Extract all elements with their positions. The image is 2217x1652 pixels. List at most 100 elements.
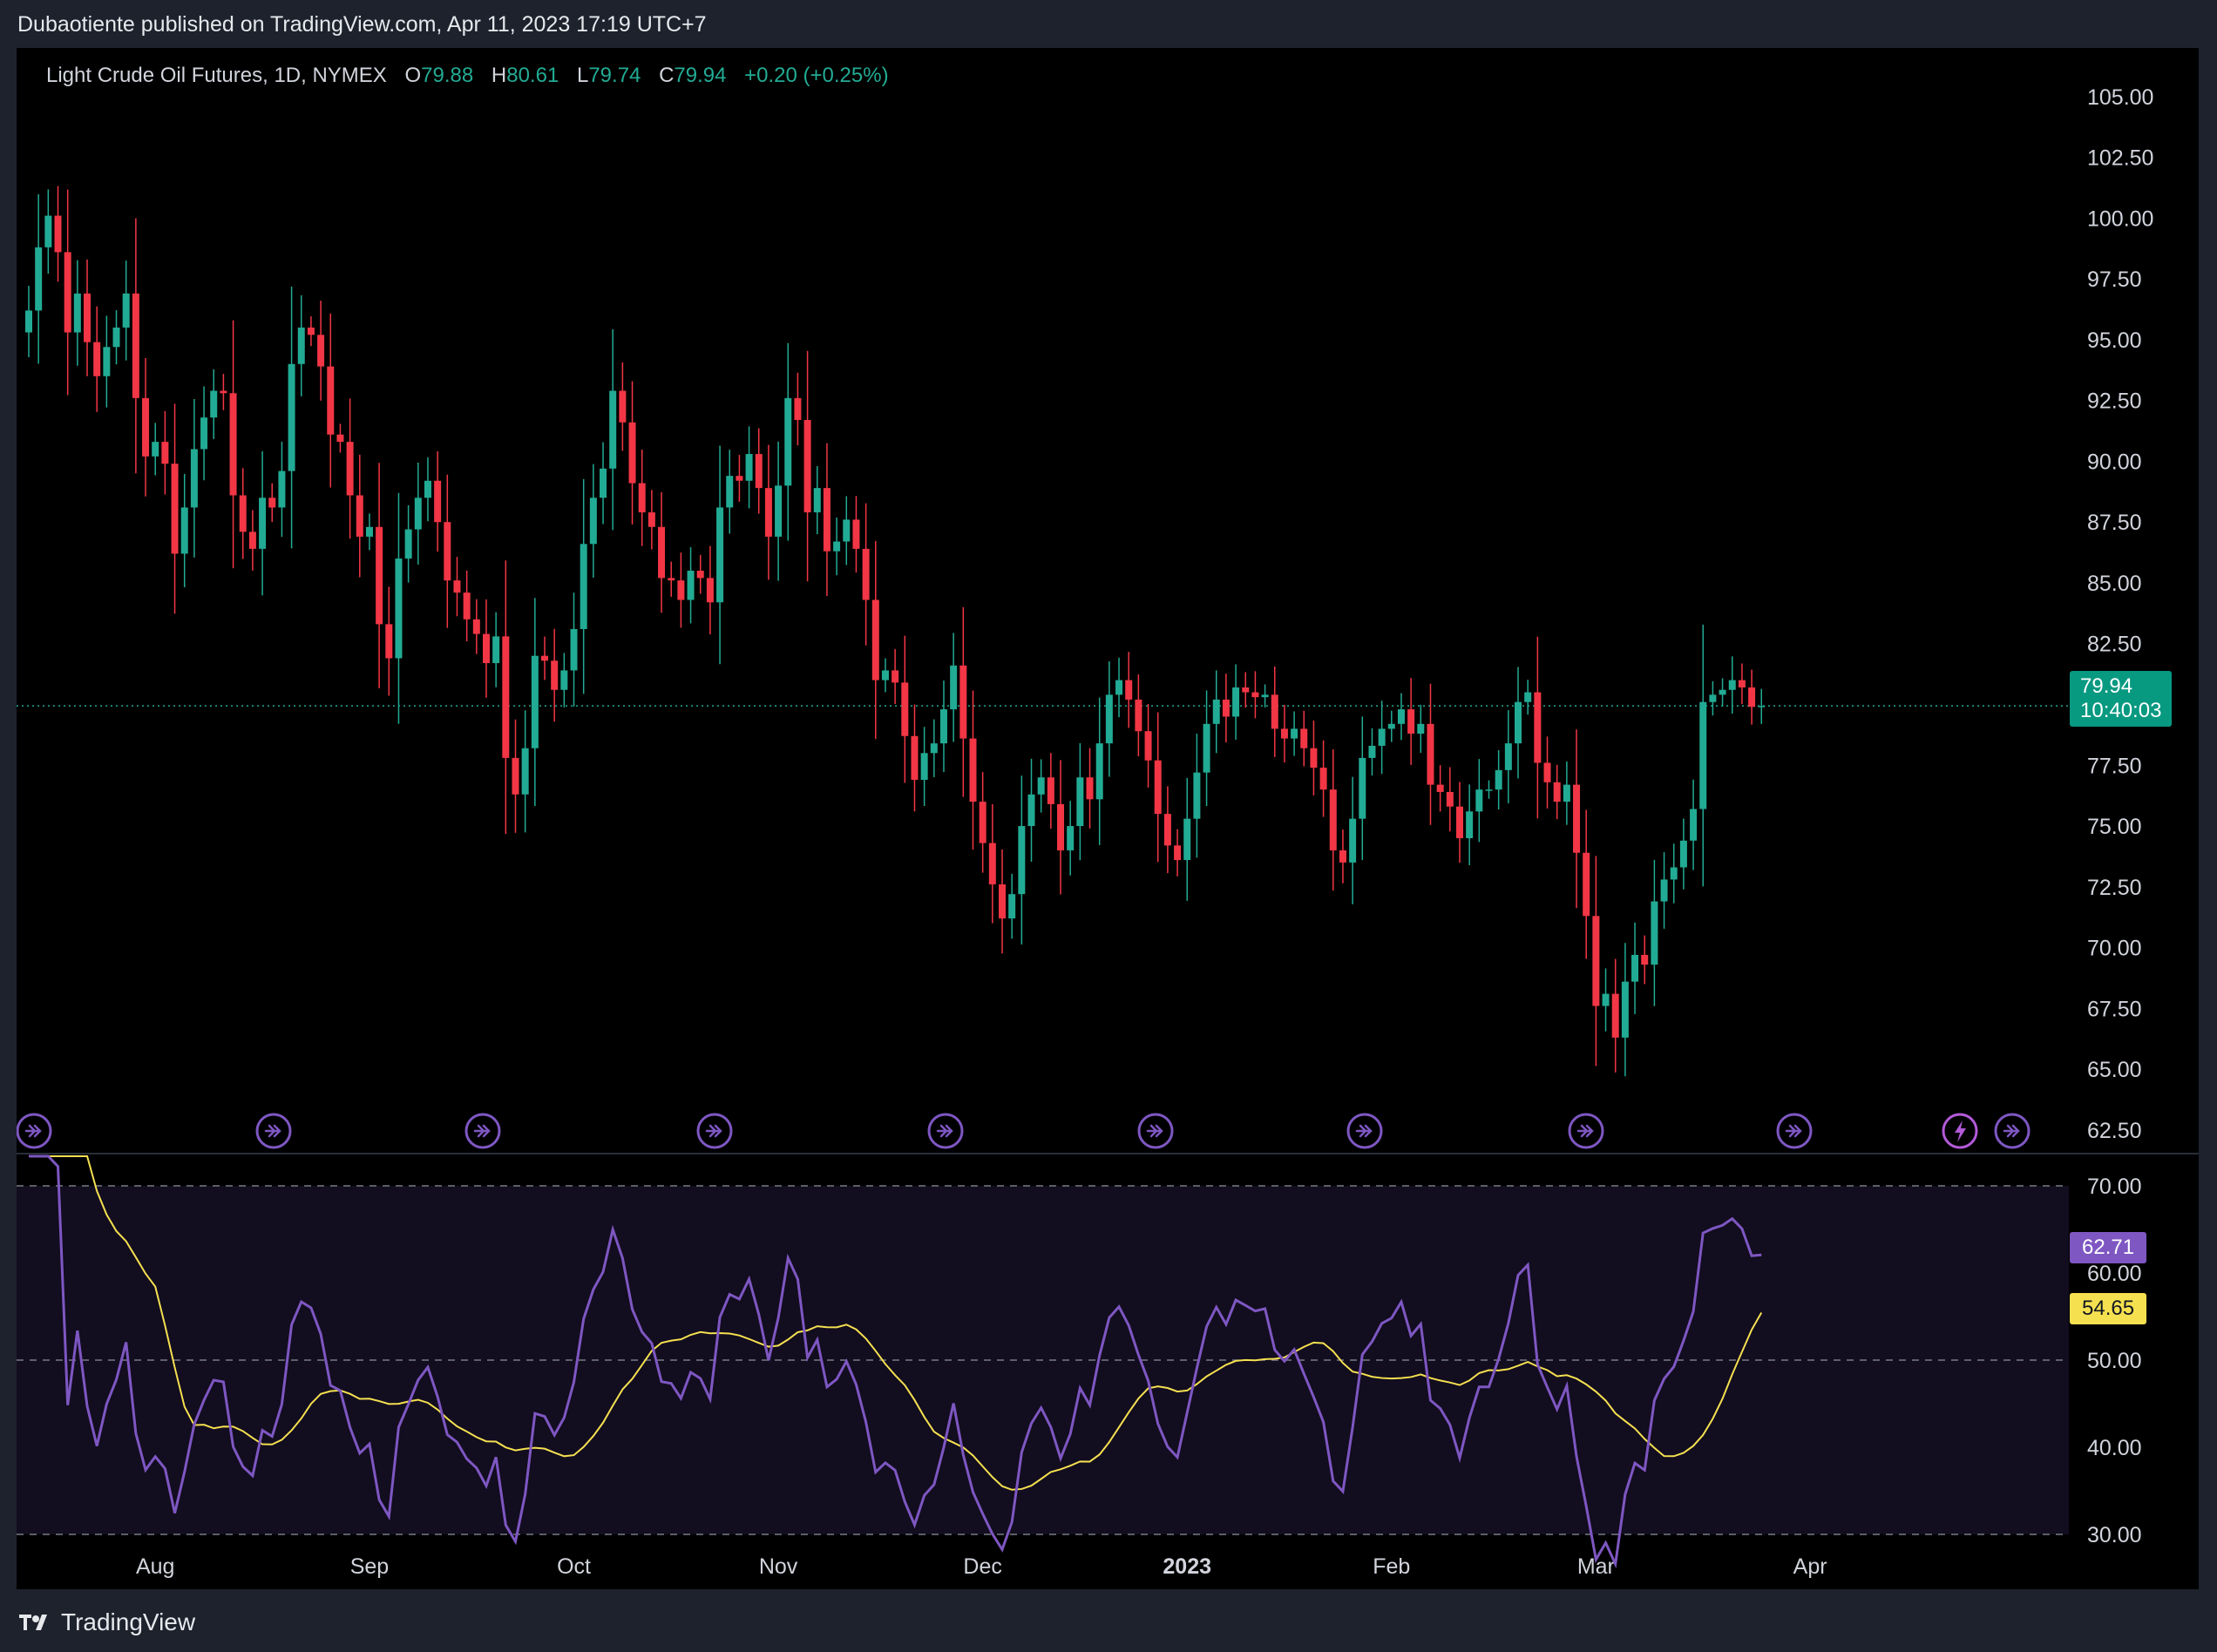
- candle-body-140: [1387, 723, 1395, 729]
- event-arrow-glyph: [1355, 1124, 1373, 1138]
- candle-body-4: [64, 252, 71, 333]
- symbol-label: Light Crude Oil Futures, 1D, NYMEX: [46, 64, 387, 87]
- price-tick-11: 75.00: [2087, 815, 2142, 839]
- close-value: 79.94: [674, 64, 727, 87]
- candle-body-151: [1495, 769, 1502, 790]
- candle-body-156: [1543, 762, 1551, 782]
- candle-body-40: [414, 498, 422, 530]
- price-tick-7: 87.50: [2087, 511, 2142, 535]
- candle-body-27: [288, 363, 295, 471]
- candle-body-148: [1466, 811, 1474, 838]
- low-label: L: [576, 64, 589, 87]
- rsi-tick-4: 30.00: [2087, 1523, 2142, 1547]
- candle-body-59: [600, 468, 607, 498]
- high-label: H: [491, 64, 507, 87]
- candle-body-28: [297, 327, 305, 364]
- candle-body-21: [229, 393, 237, 496]
- candle-body-49: [502, 636, 510, 758]
- candle-body-152: [1504, 743, 1512, 770]
- event-arrow-glyph: [1576, 1124, 1594, 1138]
- candle-body-102: [1018, 826, 1026, 895]
- candle-body-38: [395, 559, 403, 659]
- candle-body-68: [687, 571, 695, 600]
- candle-body-15: [171, 464, 179, 554]
- event-arrow-glyph: [936, 1124, 953, 1138]
- candle-body-161: [1592, 916, 1600, 1006]
- candle-body-136: [1349, 818, 1357, 863]
- candle-body-50: [512, 757, 519, 795]
- candle-body-70: [706, 578, 714, 603]
- rsi-tick-1: 60.00: [2087, 1262, 2142, 1286]
- candle-body-89: [892, 670, 899, 683]
- candle-body-174: [1719, 689, 1726, 695]
- candle-body-168: [1660, 879, 1668, 902]
- candle-body-175: [1728, 680, 1736, 690]
- candle-body-72: [726, 476, 734, 508]
- candle-body-48: [492, 636, 500, 664]
- candle-body-169: [1670, 867, 1678, 880]
- candle-body-65: [658, 526, 666, 579]
- low-value: 79.74: [588, 64, 641, 87]
- candle-body-9: [112, 327, 120, 348]
- candle-body-133: [1319, 768, 1327, 790]
- candle-body-172: [1699, 701, 1707, 809]
- candle-body-77: [775, 485, 783, 537]
- event-arrow-glyph: [473, 1124, 491, 1138]
- candle-body-146: [1446, 791, 1454, 807]
- candle-body-173: [1709, 694, 1717, 702]
- price-tick-3: 97.50: [2087, 267, 2142, 292]
- candle-body-171: [1690, 809, 1698, 841]
- candle-body-88: [881, 670, 889, 680]
- chart-area[interactable]: 105.00 102.50 100.00 97.50 95.00 92.50 90.00 87…: [17, 48, 2199, 1589]
- candle-body-58: [589, 498, 597, 545]
- candle-body-103: [1027, 794, 1035, 827]
- footer: TradingView: [17, 1605, 195, 1640]
- candle-body-111: [1105, 694, 1113, 744]
- candle-body-16: [180, 507, 188, 554]
- candle-body-160: [1583, 852, 1590, 917]
- ohlc-legend: Light Crude Oil Futures, 1D, NYMEX O79.8…: [46, 64, 889, 88]
- candle-body-162: [1602, 993, 1610, 1006]
- candle-body-113: [1125, 680, 1133, 700]
- candle-body-84: [843, 519, 851, 542]
- candle-body-61: [619, 390, 627, 423]
- candle-body-26: [278, 471, 286, 508]
- time-tick-8: Apr: [1793, 1554, 1827, 1579]
- close-label: C: [659, 64, 675, 87]
- candle-body-1: [35, 247, 43, 311]
- candle-body-10: [122, 293, 130, 328]
- candle-body-44: [453, 580, 461, 593]
- candle-body-29: [307, 327, 315, 335]
- candle-body-57: [580, 544, 587, 629]
- event-arrow-glyph: [24, 1124, 42, 1138]
- candle-body-37: [385, 624, 393, 659]
- rsi-tick-0: 70.00: [2087, 1175, 2142, 1199]
- candle-body-97: [969, 738, 977, 802]
- candle-body-86: [862, 548, 870, 600]
- time-tick-5: 2023: [1163, 1554, 1211, 1579]
- candle-body-23: [248, 531, 256, 549]
- price-tick-9: 82.50: [2087, 633, 2142, 657]
- rsi-ma-line: [29, 1155, 1763, 1491]
- candle-body-0: [25, 310, 32, 333]
- candle-body-17: [190, 449, 198, 508]
- candle-body-149: [1475, 789, 1483, 812]
- candle-body-54: [551, 660, 559, 690]
- candle-body-116: [1154, 760, 1162, 815]
- candle-body-114: [1135, 699, 1142, 732]
- candle-body-124: [1232, 687, 1240, 717]
- candle-body-14: [161, 442, 169, 464]
- candle-body-85: [852, 519, 860, 549]
- candle-body-138: [1368, 745, 1376, 758]
- candle-body-130: [1291, 728, 1298, 739]
- price-tick-4: 95.00: [2087, 328, 2142, 353]
- candle-body-93: [930, 743, 938, 754]
- candle-body-112: [1115, 680, 1123, 695]
- high-value: 80.61: [506, 64, 559, 87]
- candle-body-3: [54, 215, 62, 253]
- candle-body-137: [1359, 757, 1366, 819]
- candle-body-139: [1378, 728, 1386, 746]
- event-arrow-glyph: [264, 1124, 281, 1138]
- candle-body-120: [1193, 772, 1201, 819]
- candle-body-117: [1163, 814, 1171, 846]
